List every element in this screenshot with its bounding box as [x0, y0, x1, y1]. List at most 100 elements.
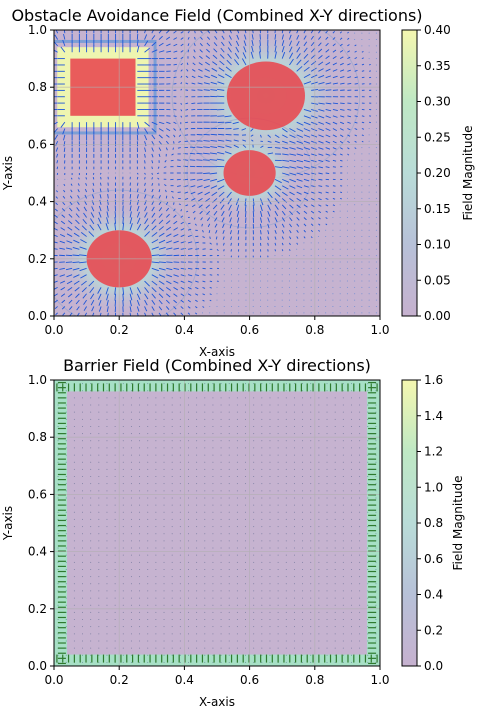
field-vector: [106, 490, 108, 492]
field-vector: [129, 172, 131, 174]
field-vector: [220, 418, 222, 420]
field-vector: [302, 518, 304, 520]
field-vector: [106, 526, 108, 528]
field-vector: [130, 604, 132, 606]
field-vector: [267, 217, 270, 223]
field-vector: [114, 518, 116, 520]
field-vector: [82, 590, 84, 592]
field-vector: [72, 261, 80, 264]
field-vector: [245, 211, 247, 218]
field-vector: [80, 280, 87, 286]
field-vector: [187, 661, 189, 663]
field-vector: [346, 286, 348, 288]
field-vector: [187, 504, 189, 506]
field-vector: [171, 604, 173, 606]
field-vector: [151, 312, 154, 316]
field-vector: [82, 661, 84, 663]
field-vector: [73, 461, 75, 463]
field-vector: [318, 153, 324, 156]
field-vector: [375, 526, 377, 528]
field-vector: [260, 211, 263, 217]
field-vector: [346, 299, 348, 301]
field-vector: [289, 159, 297, 163]
field-vector: [57, 568, 59, 570]
field-vector: [219, 54, 225, 59]
chart-title: Obstacle Avoidance Field (Combined X-Y d…: [11, 6, 422, 25]
field-vector: [147, 626, 149, 628]
field-vector: [367, 518, 369, 520]
field-vector: [350, 554, 352, 556]
field-vector: [106, 205, 109, 212]
field-vector: [98, 590, 100, 592]
field-vector: [259, 39, 261, 46]
field-vector: [82, 611, 84, 613]
field-vector: [303, 35, 307, 40]
field-vector: [73, 526, 75, 528]
field-vector: [342, 590, 344, 592]
field-vector: [375, 32, 377, 34]
field-vector: [354, 57, 358, 60]
field-vector: [57, 483, 59, 485]
field-vector: [212, 61, 218, 66]
field-vector: [375, 312, 377, 314]
field-vector: [245, 274, 247, 276]
field-vector: [90, 411, 92, 413]
field-vector: [214, 217, 218, 222]
field-vector: [350, 461, 352, 463]
x-tick-label: 1.0: [370, 673, 389, 687]
field-vector: [98, 640, 100, 642]
field-vector: [98, 411, 100, 413]
field-vector: [202, 286, 206, 289]
field-vector: [187, 280, 193, 283]
field-vector: [187, 36, 190, 40]
field-vector: [375, 70, 377, 72]
field-vector: [179, 604, 181, 606]
field-vector: [317, 293, 319, 295]
field-vector: [310, 583, 312, 585]
field-vector: [65, 518, 67, 520]
field-vector: [90, 440, 92, 442]
field-vector: [361, 57, 364, 60]
field-vector: [274, 286, 276, 288]
field-vector: [302, 597, 304, 599]
field-vector: [106, 418, 108, 420]
field-vector: [207, 36, 211, 40]
field-vector: [281, 255, 283, 257]
field-vector: [361, 147, 363, 149]
field-vector: [171, 490, 173, 492]
field-vector: [375, 242, 377, 244]
field-vector: [296, 286, 298, 288]
field-vector: [106, 611, 108, 613]
field-vector: [342, 547, 344, 549]
field-vector: [144, 299, 148, 306]
field-vector: [311, 159, 317, 163]
field-vector: [122, 504, 124, 506]
field-vector: [179, 461, 181, 463]
field-vector: [242, 144, 247, 148]
field-vector: [245, 267, 247, 269]
field-vector: [261, 647, 263, 649]
field-vector: [332, 248, 334, 250]
field-vector: [310, 383, 312, 385]
field-vector: [245, 504, 247, 506]
field-vector: [130, 504, 132, 506]
field-vector: [220, 647, 222, 649]
field-vector: [302, 604, 304, 606]
plot-area: [54, 380, 380, 666]
field-vector: [237, 223, 240, 229]
field-vector: [155, 626, 157, 628]
field-vector: [106, 540, 108, 542]
field-vector: [219, 60, 225, 66]
field-vector: [54, 49, 58, 53]
field-vector: [334, 640, 336, 642]
field-vector: [212, 568, 214, 570]
field-vector: [375, 102, 377, 104]
field-vector: [221, 35, 225, 40]
field-vector: [326, 576, 328, 578]
field-vector: [73, 619, 75, 621]
field-vector: [210, 146, 218, 149]
field-vector: [260, 236, 262, 241]
field-vector: [122, 411, 124, 413]
field-vector: [375, 447, 377, 449]
field-vector: [57, 411, 59, 413]
